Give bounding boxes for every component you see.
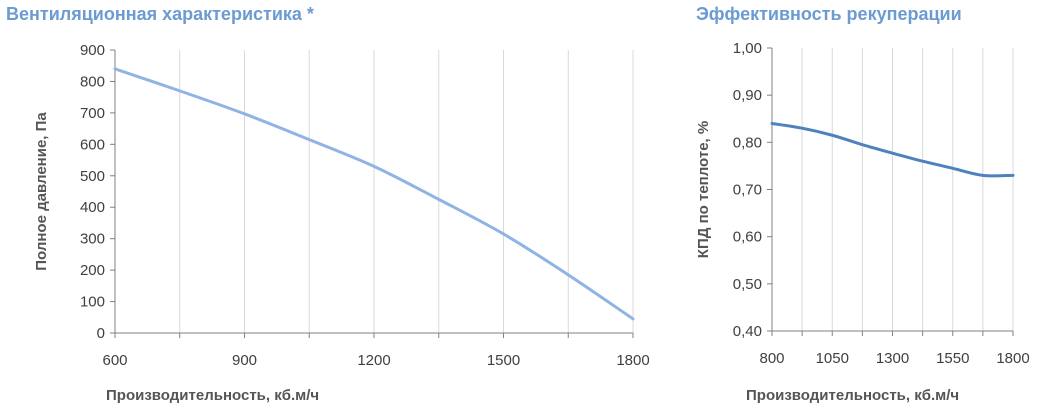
recuperation-x-axis-title: Производительность, кб.м/ч: [746, 387, 959, 404]
recuperation-y-tick-label: 0,60: [733, 229, 762, 246]
recuperation-x-tick-label: 1050: [816, 350, 849, 367]
recuperation-chart: 0,40 0,50 0,60 0,70 0,80 0,90 1,00 800 1050 1300 1…: [695, 40, 1030, 404]
ventilation-chart: 0 100 200 300 400 500 600 700 800 900 600 900 1200 15…: [33, 42, 650, 404]
ventilation-y-tick-label: 800: [80, 73, 105, 90]
ventilation-y-tick-label: 200: [80, 262, 105, 279]
ventilation-x-tick-label: 900: [232, 352, 257, 369]
ventilation-x-tick-label: 1800: [616, 352, 649, 369]
ventilation-x-axis-title: Производительность, кб.м/ч: [106, 387, 319, 404]
recuperation-y-tick-label: 1,00: [733, 40, 762, 57]
recuperation-x-tick-label: 1300: [876, 350, 909, 367]
ventilation-y-axis-title: Полное давление, Па: [33, 112, 50, 271]
recuperation-x-tick-label: 1800: [996, 350, 1029, 367]
recuperation-x-tick-label: 1550: [936, 350, 969, 367]
chart-title-ventilation: Вентиляционная характеристика *: [6, 4, 314, 24]
ventilation-y-tick-label: 700: [80, 105, 105, 122]
ventilation-y-tick-label: 900: [80, 42, 105, 59]
ventilation-x-tick-label: 1200: [357, 352, 390, 369]
recuperation-y-tick-label: 0,50: [733, 276, 762, 293]
recuperation-y-tick-label: 0,70: [733, 182, 762, 199]
ventilation-x-tick-label: 600: [102, 352, 127, 369]
ventilation-y-tick-label: 500: [80, 168, 105, 185]
chart-title-recuperation: Эффективность рекуперации: [696, 4, 962, 24]
ventilation-x-tick-label: 1500: [487, 352, 520, 369]
recuperation-y-tick-label: 0,90: [733, 87, 762, 104]
ventilation-y-tick-label: 300: [80, 231, 105, 248]
recuperation-y-tick-label: 0,80: [733, 134, 762, 151]
recuperation-y-axis-title: КПД по теплоте, %: [695, 121, 712, 258]
ventilation-series-line-0: [113, 67, 635, 321]
recuperation-series-line-0: [770, 121, 1015, 178]
recuperation-y-tick-label: 0,40: [733, 323, 762, 340]
ventilation-y-tick-label: 100: [80, 294, 105, 311]
ventilation-y-tick-label: 400: [80, 199, 105, 216]
recuperation-x-tick-label: 800: [759, 350, 784, 367]
ventilation-y-tick-label: 600: [80, 136, 105, 153]
ventilation-y-tick-label: 0: [97, 325, 105, 342]
